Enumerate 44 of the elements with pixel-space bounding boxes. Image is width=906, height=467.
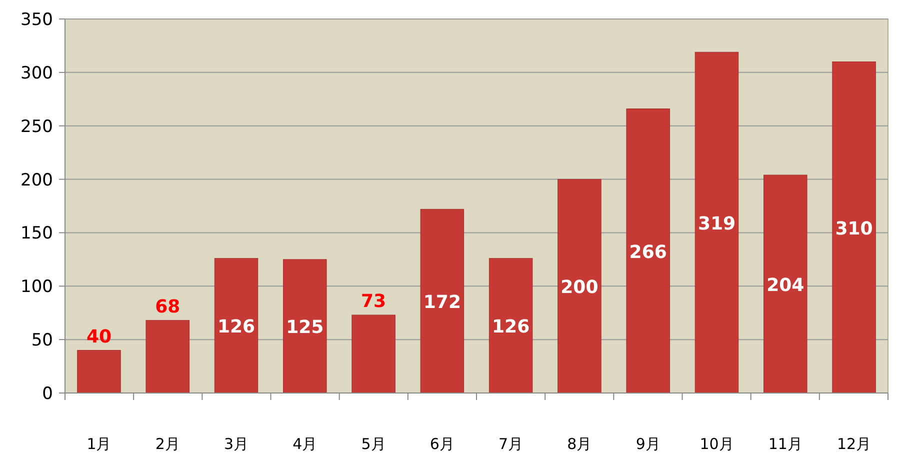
x-tick-label: 1月	[86, 435, 112, 453]
data-label: 125	[286, 317, 324, 338]
y-tick-label: 150	[20, 224, 53, 244]
y-tick-label: 50	[31, 330, 53, 351]
bar	[694, 52, 739, 394]
data-label: 126	[492, 316, 530, 338]
data-label: 204	[766, 275, 804, 296]
y-tick-label: 300	[20, 63, 53, 84]
bar	[352, 314, 396, 394]
bar	[558, 179, 602, 394]
y-tick-label: 350	[20, 10, 53, 30]
data-label: 126	[217, 316, 256, 338]
y-tick-label: 250	[20, 116, 53, 137]
data-label: 310	[835, 218, 873, 240]
data-label: 73	[361, 290, 386, 312]
bar	[214, 258, 258, 394]
x-tick-label: 9月	[636, 435, 660, 453]
bar	[420, 208, 464, 394]
x-tick-label: 5月	[361, 435, 386, 453]
y-tick-label: 200	[20, 170, 53, 190]
y-tick-label: 100	[20, 277, 53, 298]
x-tick-label: 3月	[224, 435, 249, 453]
data-label: 68	[155, 296, 180, 318]
data-label: 200	[560, 277, 598, 298]
data-label: 40	[86, 326, 112, 348]
x-tick-label: 11月	[768, 435, 802, 453]
x-tick-label: 6月	[430, 435, 454, 453]
x-tick-label: 7月	[498, 435, 524, 453]
data-label: 172	[423, 292, 461, 314]
data-label: 266	[629, 242, 667, 263]
x-tick-label: 12月	[836, 435, 872, 453]
x-tick-label: 10月	[700, 435, 734, 453]
x-tick-label: 8月	[567, 435, 592, 453]
x-tick-label: 4月	[292, 435, 318, 453]
bar	[832, 61, 876, 394]
data-label: 319	[698, 214, 736, 235]
bar	[488, 258, 533, 394]
bar	[77, 350, 121, 394]
y-tick-label: 0	[42, 384, 53, 404]
x-tick-label: 2月	[155, 435, 180, 453]
bar	[283, 259, 327, 394]
bar	[626, 108, 670, 394]
bar	[146, 320, 190, 394]
bar	[764, 174, 808, 394]
